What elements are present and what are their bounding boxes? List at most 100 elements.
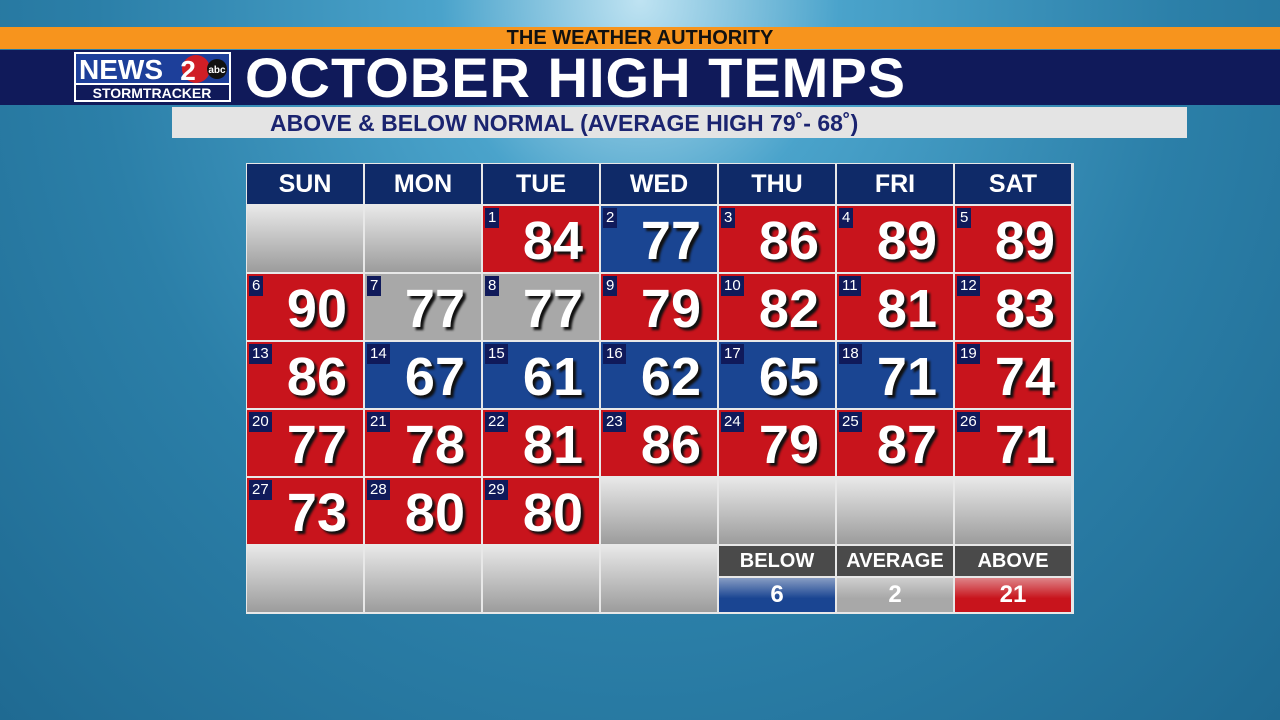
high-temp: 61 [522, 347, 583, 407]
subtitle: ABOVE & BELOW NORMAL (AVERAGE HIGH 79˚- … [270, 110, 859, 136]
high-temp: 78 [404, 415, 465, 475]
day-cell: 5 89 [955, 206, 1071, 272]
empty-cell [365, 546, 481, 612]
high-temp: 71 [876, 347, 937, 407]
day-number: 8 [485, 276, 500, 296]
high-temp: 73 [286, 483, 347, 543]
banner: THE WEATHER AUTHORITY [0, 27, 1280, 49]
calendar: SUN MON TUE WED THU FRI SAT 1 84 2 77 3 86 4 89 5 89 6 90 7… [246, 163, 1074, 614]
day-cell: 26 71 [955, 410, 1071, 476]
subtitle-bar: ABOVE & BELOW NORMAL (AVERAGE HIGH 79˚- … [172, 107, 1187, 138]
day-cell: 17 65 [719, 342, 835, 408]
day-number: 12 [957, 276, 980, 296]
high-temp: 86 [758, 211, 819, 271]
high-temp: 67 [404, 347, 465, 407]
day-header: SAT [955, 164, 1071, 204]
empty-cell [955, 478, 1071, 544]
empty-cell [601, 546, 717, 612]
high-temp: 86 [286, 347, 347, 407]
day-number: 28 [367, 480, 390, 500]
high-temp: 77 [286, 415, 347, 475]
day-cell: 13 86 [247, 342, 363, 408]
day-number: 23 [603, 412, 626, 432]
day-cell: 12 83 [955, 274, 1071, 340]
high-temp: 87 [876, 415, 937, 475]
day-number: 18 [839, 344, 862, 364]
high-temp: 71 [994, 415, 1055, 475]
empty-cell [247, 546, 363, 612]
day-number: 11 [839, 276, 861, 296]
day-cell: 23 86 [601, 410, 717, 476]
high-temp: 84 [522, 211, 583, 271]
day-number: 6 [249, 276, 264, 296]
day-number: 4 [839, 208, 854, 228]
legend-count: 6 [719, 578, 835, 612]
empty-cell [483, 546, 599, 612]
high-temp: 90 [286, 279, 347, 339]
high-temp: 89 [994, 211, 1055, 271]
day-number: 7 [367, 276, 382, 296]
day-cell: 4 89 [837, 206, 953, 272]
day-cell: 6 90 [247, 274, 363, 340]
high-temp: 62 [640, 347, 701, 407]
day-cell: 7 77 [365, 274, 481, 340]
day-number: 19 [957, 344, 980, 364]
day-number: 27 [249, 480, 272, 500]
high-temp: 81 [522, 415, 583, 475]
day-number: 14 [367, 344, 390, 364]
day-number: 1 [485, 208, 500, 228]
high-temp: 65 [758, 347, 819, 407]
day-cell: 10 82 [719, 274, 835, 340]
day-number: 16 [603, 344, 626, 364]
high-temp: 79 [758, 415, 819, 475]
high-temp: 77 [640, 211, 701, 271]
high-temp: 89 [876, 211, 937, 271]
day-cell: 25 87 [837, 410, 953, 476]
day-number: 10 [721, 276, 744, 296]
logo-two: 2 [180, 55, 196, 86]
empty-cell [365, 206, 481, 272]
logo-tagline: STORMTRACKER [93, 85, 212, 101]
day-cell: 19 74 [955, 342, 1071, 408]
day-number: 13 [249, 344, 272, 364]
day-cell: 11 81 [837, 274, 953, 340]
high-temp: 74 [994, 347, 1055, 407]
day-number: 9 [603, 276, 618, 296]
day-cell: 22 81 [483, 410, 599, 476]
empty-cell [601, 478, 717, 544]
high-temp: 77 [522, 279, 583, 339]
day-cell: 16 62 [601, 342, 717, 408]
day-cell: 1 84 [483, 206, 599, 272]
day-cell: 27 73 [247, 478, 363, 544]
day-number: 2 [603, 208, 618, 228]
day-cell: 28 80 [365, 478, 481, 544]
logo-network: abc [208, 65, 226, 76]
day-header: SUN [247, 164, 363, 204]
day-cell: 29 80 [483, 478, 599, 544]
day-cell: 9 79 [601, 274, 717, 340]
day-header: WED [601, 164, 717, 204]
high-temp: 83 [994, 279, 1055, 339]
legend-label: AVERAGE [837, 546, 953, 576]
day-header: TUE [483, 164, 599, 204]
day-number: 29 [485, 480, 508, 500]
day-header: THU [719, 164, 835, 204]
high-temp: 86 [640, 415, 701, 475]
day-number: 15 [485, 344, 508, 364]
high-temp: 77 [404, 279, 465, 339]
high-temp: 80 [522, 483, 583, 543]
day-number: 26 [957, 412, 980, 432]
day-number: 25 [839, 412, 862, 432]
day-number: 5 [957, 208, 972, 228]
day-cell: 14 67 [365, 342, 481, 408]
legend-label: ABOVE [955, 546, 1071, 576]
high-temp: 79 [640, 279, 701, 339]
legend-count: 21 [955, 578, 1071, 612]
high-temp: 81 [876, 279, 937, 339]
day-header: MON [365, 164, 481, 204]
day-cell: 24 79 [719, 410, 835, 476]
day-cell: 20 77 [247, 410, 363, 476]
legend-label: BELOW [719, 546, 835, 576]
day-number: 20 [249, 412, 272, 432]
day-number: 17 [721, 344, 744, 364]
